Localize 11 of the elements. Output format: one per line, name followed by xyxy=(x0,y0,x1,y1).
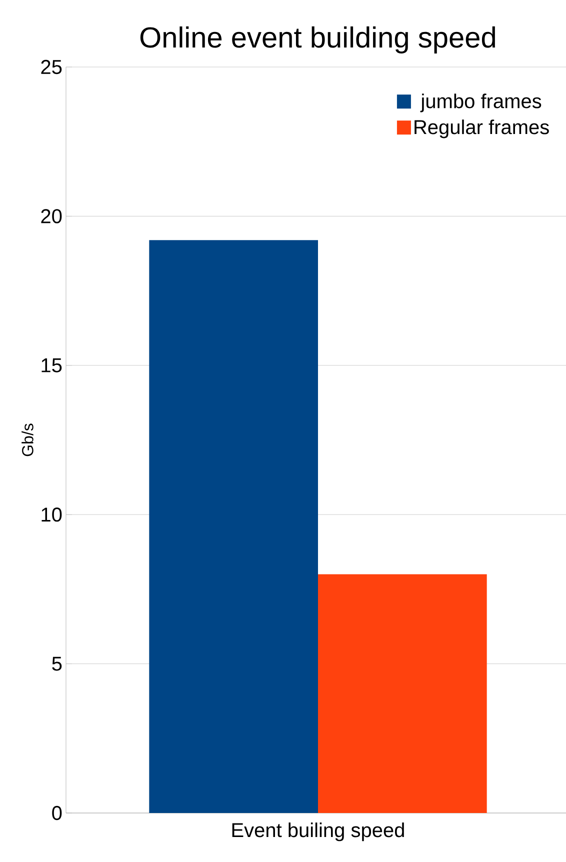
chart-title: Online event building speed xyxy=(140,26,495,54)
y-tick-label: 20 xyxy=(41,209,62,224)
y-axis-title: Gb/s xyxy=(22,424,34,456)
y-tick-label: 5 xyxy=(52,656,62,671)
y-tick-label: 0 xyxy=(52,806,62,820)
x-tick-label: Event builing speed xyxy=(232,822,404,842)
legend-label: Regular frames xyxy=(414,120,549,138)
legend-label: jumbo frames xyxy=(420,94,542,112)
y-tick-label: 10 xyxy=(42,508,62,522)
y-tick-label: 15 xyxy=(42,358,62,372)
y-tick-label: 25 xyxy=(41,60,62,74)
